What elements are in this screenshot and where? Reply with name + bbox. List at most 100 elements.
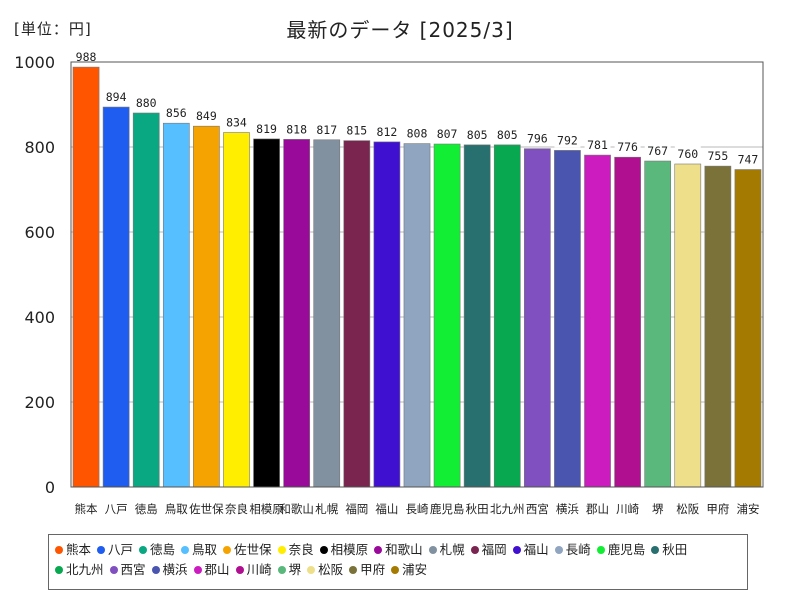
x-tick-label: 奈良 [225, 502, 248, 516]
data-label: 747 [738, 153, 759, 167]
data-label-bg [614, 139, 641, 155]
legend-label: 北九州 [66, 562, 104, 577]
legend-label: 奈良 [288, 542, 314, 557]
x-tick-label: 郡山 [586, 502, 609, 516]
data-label: 812 [377, 125, 398, 139]
data-label: 849 [196, 109, 217, 123]
data-label: 796 [527, 132, 548, 146]
x-tick-label: 北九州 [490, 502, 525, 516]
legend-item: 郡山 [193, 560, 230, 580]
x-tick-label: 徳島 [135, 502, 158, 516]
data-label: 819 [256, 122, 277, 136]
legend-item: 福岡 [470, 540, 507, 560]
legend-label: 八戸 [108, 542, 134, 557]
bar [223, 132, 250, 488]
legend-marker [55, 546, 63, 554]
data-label: 808 [407, 127, 428, 141]
legend-label: 熊本 [66, 542, 92, 557]
legend-item: 和歌山 [374, 540, 423, 560]
data-label-bg [313, 121, 340, 137]
bar [584, 154, 611, 488]
y-tick-label: 1000 [14, 53, 55, 72]
legend-label: 甲府 [360, 562, 386, 577]
data-label-bg [343, 122, 370, 138]
legend-item: 長崎 [554, 540, 591, 560]
legend-marker [349, 566, 358, 574]
legend-marker [193, 566, 202, 574]
legend-marker [391, 566, 400, 574]
legend-item: 徳島 [139, 540, 175, 560]
legend-item: 福山 [512, 540, 549, 560]
x-tick-label: 福岡 [345, 502, 368, 516]
x-tick-label: 札幌 [315, 502, 338, 516]
x-tick-label: 熊本 [75, 502, 98, 516]
legend-marker [651, 546, 660, 554]
data-label-bg [193, 108, 220, 124]
legend-marker [319, 546, 328, 554]
bar [72, 66, 100, 488]
data-label: 818 [286, 122, 307, 136]
legend-label: 鹿児島 [607, 542, 646, 557]
bar [433, 143, 461, 488]
bar [132, 112, 160, 488]
data-label-bg [644, 143, 671, 159]
y-tick-label: 400 [24, 308, 55, 327]
data-label: 781 [587, 138, 608, 152]
data-label-bg [163, 105, 190, 121]
data-label-bg [434, 126, 461, 142]
x-tick-label: 長崎 [406, 502, 429, 516]
legend-item: 奈良 [277, 540, 314, 560]
bar [403, 143, 431, 488]
bar [493, 144, 521, 488]
legend-item: 甲府 [349, 560, 385, 580]
legend-marker [596, 546, 605, 554]
legend-item: 鹿児島 [596, 540, 646, 560]
legend-label: 鳥取 [192, 542, 218, 557]
data-label-bg [373, 123, 400, 139]
bar [463, 144, 491, 488]
y-tick-label: 600 [24, 223, 55, 242]
legend-item: 川崎 [235, 560, 272, 580]
bar [554, 150, 581, 488]
x-tick-label: 甲府 [706, 502, 729, 516]
legend-item: 北九州 [55, 560, 104, 580]
legend-label: 相模原 [330, 542, 369, 557]
data-label: 834 [226, 116, 247, 130]
data-label-bg [554, 132, 581, 148]
data-label-bg [103, 89, 130, 105]
legend-label: 和歌山 [385, 542, 423, 557]
legend-marker [223, 546, 232, 554]
legend-label: 福山 [523, 542, 549, 557]
legend-item: 熊本 [55, 540, 91, 560]
legend-item: 松阪 [307, 560, 343, 580]
data-label: 776 [617, 140, 638, 154]
data-label-bg [524, 130, 551, 146]
x-tick-label: 八戸 [105, 502, 128, 516]
x-tick-label: 鹿児島 [430, 502, 465, 516]
legend-label: 堺 [288, 562, 302, 577]
data-label: 755 [707, 149, 728, 163]
legend-label: 徳島 [150, 542, 176, 557]
legend-marker [235, 566, 244, 574]
x-tick-label: 川崎 [616, 502, 639, 516]
data-label-bg [734, 151, 761, 167]
legend-marker [151, 566, 160, 574]
legend-marker [139, 546, 148, 554]
x-tick-label: 秋田 [466, 502, 489, 516]
legend-marker [109, 566, 118, 574]
bar [313, 139, 341, 488]
legend-label: 浦安 [402, 562, 428, 577]
legend-item: 堺 [277, 560, 302, 580]
data-label: 815 [346, 124, 367, 138]
data-label: 805 [497, 128, 518, 142]
data-label-bg [704, 148, 731, 164]
unit-label: [単位：円] [14, 20, 92, 38]
x-tick-label: 西宮 [526, 502, 549, 516]
legend-label: 横浜 [162, 562, 188, 577]
data-label: 817 [316, 123, 337, 137]
legend-marker [97, 546, 106, 554]
bar [704, 165, 732, 488]
bar [283, 139, 310, 488]
data-label-bg [464, 126, 491, 142]
